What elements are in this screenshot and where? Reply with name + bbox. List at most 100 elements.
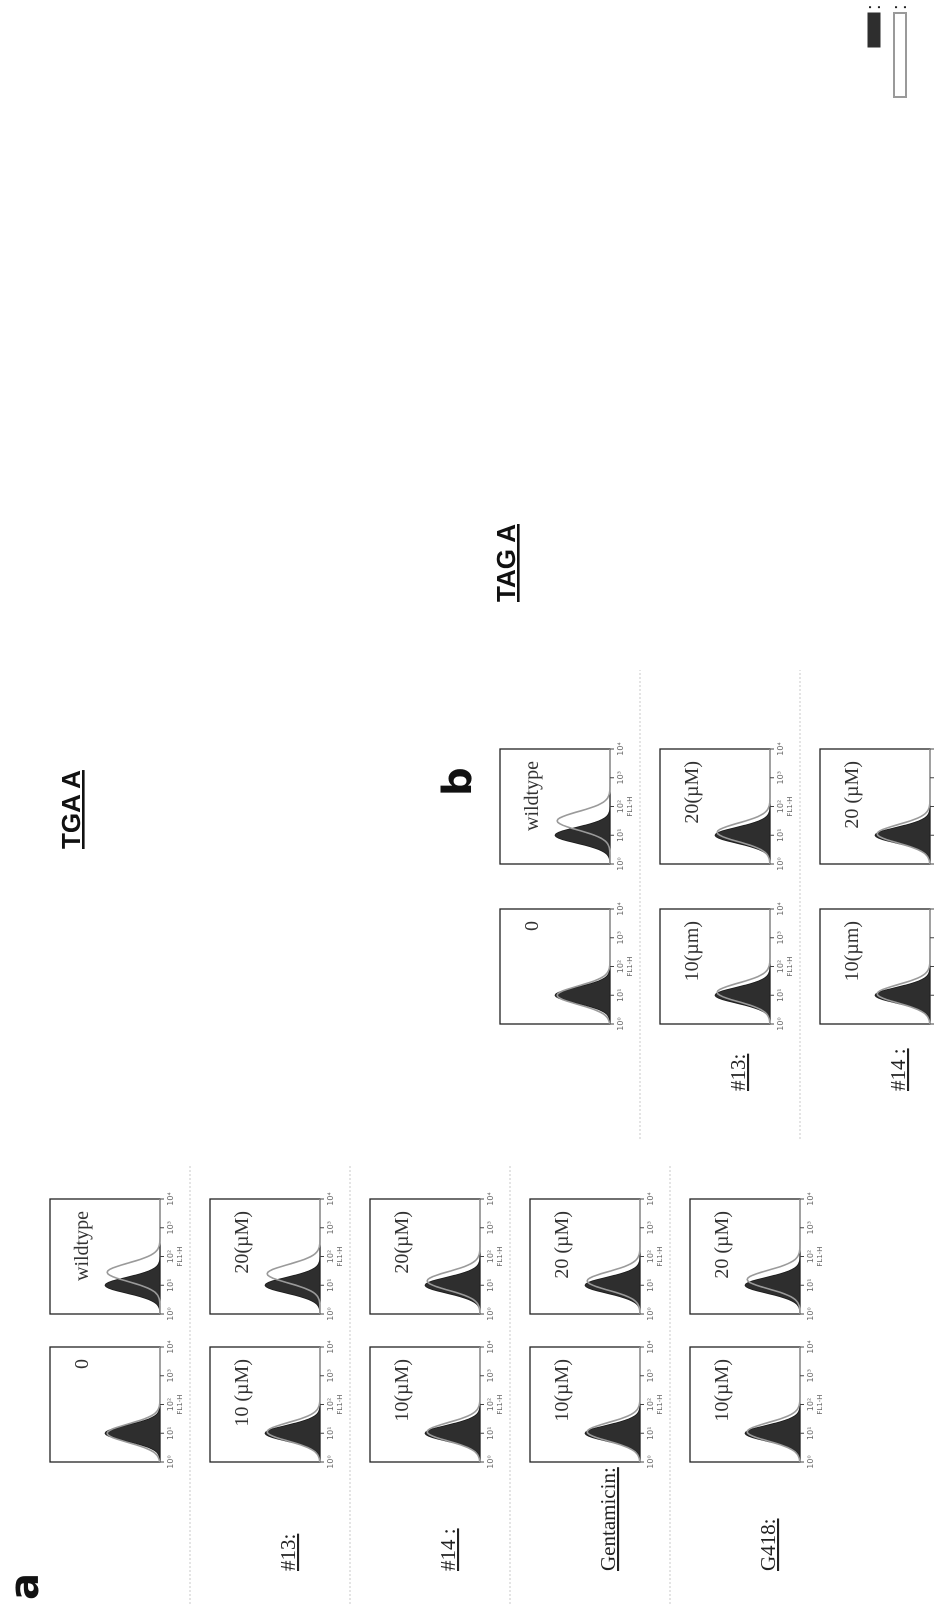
x-tick-label: 10⁴ (646, 1192, 655, 1205)
series-ir-line (716, 909, 771, 1025)
panel-title-a: TGA A (56, 770, 86, 849)
x-tick-label: 10⁰ (646, 1455, 655, 1468)
x-tick-label: 10¹ (646, 1427, 655, 1440)
x-tick-label: 10⁰ (776, 857, 785, 870)
series-ir-line (266, 1199, 321, 1314)
x-tick-label: 10⁰ (806, 1307, 815, 1320)
x-tick-label: 10⁰ (616, 1017, 625, 1030)
x-tick-label: 10⁴ (486, 1340, 495, 1353)
condition-label: wildtype (521, 761, 543, 831)
x-tick-label: 10¹ (646, 1279, 655, 1292)
x-axis-label: FL1-H (176, 1394, 184, 1414)
condition-label: 0 (521, 921, 543, 931)
row-label: #13: (276, 1534, 300, 1571)
condition-label: 20 (µM) (711, 1211, 733, 1279)
x-tick-label: 10² (776, 960, 785, 973)
series-ir-line (716, 749, 771, 865)
x-tick-label: 10³ (486, 1221, 495, 1234)
x-tick-label: 10² (486, 1398, 495, 1411)
condition-label: 20(µM) (391, 1211, 413, 1274)
x-tick-label: 10⁰ (616, 857, 625, 870)
histogram-panel: 10 (µM) 10⁰ 10¹ 10² 10³ 10⁴ FL1-H (209, 1340, 344, 1469)
x-tick-label: 10¹ (326, 1279, 335, 1292)
x-tick-label: 10³ (486, 1369, 495, 1382)
condition-label: 20(µM) (231, 1211, 253, 1274)
histogram-panel: 20(µM) 10⁰ 10¹ 10² 10³ 10⁴ FL1-H (659, 742, 794, 871)
row-label: #14 : (886, 1048, 910, 1091)
histogram-panel: 10(µM) 10⁰ 10¹ 10² 10³ 10⁴ FL1-H (529, 1340, 664, 1469)
legend: : NI : IR(10Gy) (863, 0, 911, 98)
x-axis-label: FL1-H (816, 1246, 824, 1266)
x-axis-label: FL1-H (626, 796, 634, 816)
series-ir-line (876, 749, 931, 865)
series-ir-line (556, 749, 611, 864)
series-ir-line (426, 1347, 481, 1463)
histogram-panel: 20(µM) 10⁰ 10¹ 10² 10³ 10⁴ FL1-H (369, 1192, 504, 1321)
series-ir-line (556, 909, 611, 1025)
x-tick-label: 10¹ (616, 829, 625, 842)
x-tick-label: 10¹ (616, 989, 625, 1002)
series-ir-line (586, 1199, 641, 1314)
x-tick-label: 10¹ (776, 829, 785, 842)
x-tick-label: 10² (326, 1398, 335, 1411)
x-tick-label: 10⁴ (326, 1340, 335, 1353)
legend-label-ni: : NI (863, 0, 885, 10)
x-tick-label: 10³ (806, 1369, 815, 1382)
x-tick-label: 10⁰ (806, 1455, 815, 1468)
x-tick-label: 10¹ (486, 1427, 495, 1440)
x-axis-label: FL1-H (336, 1394, 344, 1414)
x-tick-label: 10³ (646, 1369, 655, 1382)
x-axis-label: FL1-H (786, 956, 794, 976)
legend-swatch-ir (893, 12, 907, 98)
x-axis-label: FL1-H (336, 1246, 344, 1266)
histogram-panel: 0 10⁰ 10¹ 10² 10³ 10⁴ FL1-H (49, 1340, 184, 1469)
condition-label: 10(µM) (551, 1359, 573, 1422)
x-tick-label: 10³ (326, 1221, 335, 1234)
histogram-panel: 20 (µM) 10⁰ 10¹ 10² 10³ 10⁴ FL1-H (529, 1192, 664, 1321)
x-tick-label: 10⁰ (486, 1307, 495, 1320)
x-tick-label: 10¹ (166, 1427, 175, 1440)
x-tick-label: 10⁴ (166, 1192, 175, 1205)
condition-label: 10(µm) (841, 921, 863, 981)
x-axis-label: FL1-H (656, 1394, 664, 1414)
x-tick-label: 10² (166, 1250, 175, 1263)
x-axis-label: FL1-H (816, 1394, 824, 1414)
histogram-panel: 20(µM) 10⁰ 10¹ 10² 10³ 10⁴ FL1-H (209, 1192, 344, 1321)
x-tick-label: 10⁴ (806, 1192, 815, 1205)
x-axis-label: FL1-H (626, 956, 634, 976)
x-axis-label: FL1-H (656, 1246, 664, 1266)
x-tick-label: 10⁴ (166, 1340, 175, 1353)
x-tick-label: 10³ (646, 1221, 655, 1234)
row-label: #14 : (436, 1528, 460, 1571)
panel-letter-b: b (435, 767, 481, 796)
x-tick-label: 10² (806, 1398, 815, 1411)
x-tick-label: 10⁴ (616, 902, 625, 915)
x-tick-label: 10¹ (806, 1427, 815, 1440)
series-ir-line (426, 1199, 481, 1314)
x-tick-label: 10³ (776, 931, 785, 944)
panel-letter-a: a (2, 1573, 48, 1600)
x-tick-label: 10⁴ (486, 1192, 495, 1205)
legend-label-ir: : IR(10Gy) (889, 0, 911, 10)
x-tick-label: 10⁰ (646, 1307, 655, 1320)
x-tick-label: 10⁰ (486, 1455, 495, 1468)
x-tick-label: 10³ (326, 1369, 335, 1382)
histogram-panel: 0 10⁰ 10¹ 10² 10³ 10⁴ FL1-H (499, 902, 634, 1031)
separator-lines (189, 670, 801, 1604)
series-ir-line (106, 1199, 161, 1314)
x-tick-label: 10² (166, 1398, 175, 1411)
x-tick-label: 10³ (616, 771, 625, 784)
condition-label: 10 (µM) (231, 1359, 253, 1427)
x-tick-label: 10² (646, 1250, 655, 1263)
x-tick-label: 10² (646, 1398, 655, 1411)
legend-swatch-ni (867, 12, 881, 48)
x-axis-label: FL1-H (786, 796, 794, 816)
series-ir-line (876, 909, 931, 1025)
x-tick-label: 10⁰ (166, 1307, 175, 1320)
condition-label: 20 (µM) (841, 761, 863, 829)
x-tick-label: 10¹ (776, 989, 785, 1002)
